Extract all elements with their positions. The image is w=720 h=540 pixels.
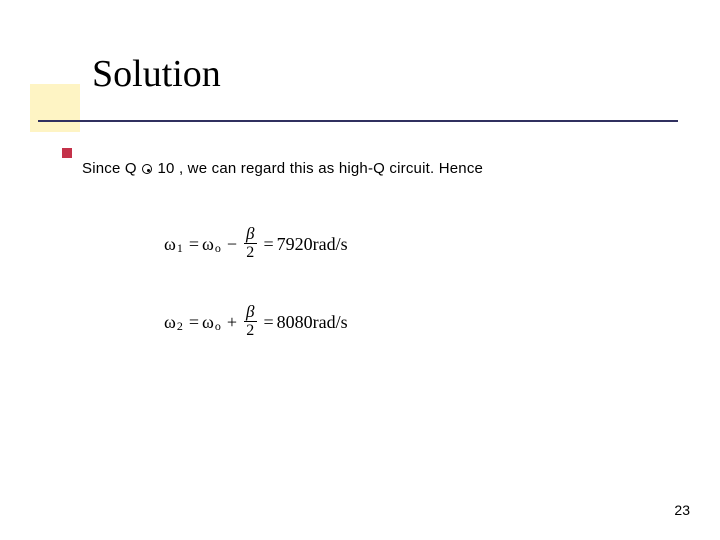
body-suffix: 10 , we can regard this as high-Q circui… xyxy=(153,160,483,177)
eq1-frac-den: 2 xyxy=(244,243,256,261)
equations-block: ω1 = ωo − β 2 = 7920rad/s ω2 = ωo + β 2 … xyxy=(164,226,348,382)
eq2-result: 8080rad/s xyxy=(277,312,348,333)
eq1-fraction: β 2 xyxy=(244,225,256,261)
eq2-lhs-var: ω xyxy=(164,312,176,333)
eq1-rhs-var: ω xyxy=(202,234,214,255)
ring-symbol-icon xyxy=(142,164,152,174)
eq2-lhs-sub: 2 xyxy=(177,319,183,334)
body-text: Since Q 10 , we can regard this as high-… xyxy=(82,160,483,177)
slide: Solution Since Q 10 , we can regard this… xyxy=(0,0,720,540)
title-area: Solution xyxy=(0,0,720,96)
title-underline xyxy=(38,120,678,122)
bullet-accent-icon xyxy=(62,148,72,158)
eq2-frac-den: 2 xyxy=(244,321,256,339)
eq1-rhs-sub: o xyxy=(215,241,221,256)
eq2-rhs-sub: o xyxy=(215,319,221,334)
eq2-fraction: β 2 xyxy=(244,303,256,339)
equation-1: ω1 = ωo − β 2 = 7920rad/s xyxy=(164,226,348,262)
eq1-frac-num: β xyxy=(244,225,256,243)
page-number: 23 xyxy=(674,502,690,518)
title-accent-block xyxy=(30,84,80,132)
eq1-result: 7920rad/s xyxy=(277,234,348,255)
eq2-equals-2: = xyxy=(264,312,274,333)
eq1-equals: = xyxy=(189,234,199,255)
eq1-op: − xyxy=(227,234,237,255)
eq1-lhs-sub: 1 xyxy=(177,241,183,256)
equation-2: ω2 = ωo + β 2 = 8080rad/s xyxy=(164,304,348,340)
eq2-op: + xyxy=(227,312,237,333)
eq2-equals: = xyxy=(189,312,199,333)
eq2-rhs-var: ω xyxy=(202,312,214,333)
body-prefix: Since Q xyxy=(82,160,141,177)
eq2-frac-num: β xyxy=(244,303,256,321)
eq1-lhs-var: ω xyxy=(164,234,176,255)
eq1-equals-2: = xyxy=(264,234,274,255)
slide-title: Solution xyxy=(92,52,720,96)
